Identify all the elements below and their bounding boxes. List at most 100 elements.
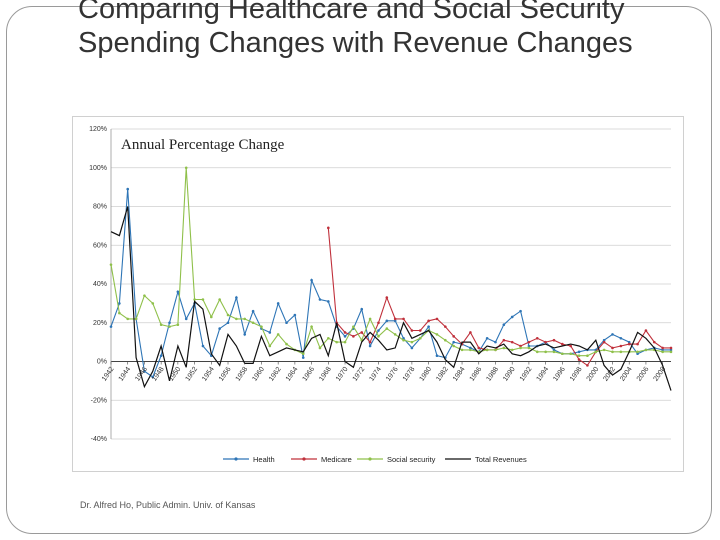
- data-point: [385, 319, 389, 323]
- data-point: [393, 333, 397, 336]
- x-tick-label: 1944: [118, 366, 133, 383]
- data-point: [126, 187, 130, 191]
- data-point: [218, 298, 221, 301]
- x-tick-label: 1964: [285, 366, 300, 383]
- data-point: [469, 348, 472, 352]
- x-tick-label: 1962: [268, 366, 283, 383]
- data-point: [184, 166, 188, 170]
- data-point: [444, 338, 447, 342]
- data-point: [168, 321, 171, 325]
- x-tick-label: 1956: [218, 366, 233, 383]
- y-tick-label: 0%: [97, 359, 107, 366]
- series-line-medicare: [327, 227, 671, 367]
- data-point: [569, 344, 573, 348]
- data-point: [360, 331, 364, 334]
- y-tick-label: 100%: [89, 165, 107, 172]
- data-point: [502, 346, 506, 350]
- data-point: [134, 317, 138, 321]
- data-point: [552, 350, 556, 354]
- data-point: [510, 340, 514, 344]
- data-point: [611, 350, 614, 354]
- data-point: [435, 333, 439, 336]
- data-point: [368, 344, 372, 348]
- x-tick-label: 1996: [552, 366, 567, 383]
- legend-label: Health: [253, 455, 275, 464]
- series-line-social-security: [110, 167, 671, 357]
- data-point: [427, 325, 430, 328]
- x-tick-label: 1950: [168, 366, 183, 383]
- data-point: [385, 296, 389, 299]
- data-point: [310, 278, 313, 282]
- data-point: [485, 348, 489, 352]
- y-tick-label: 40%: [93, 281, 107, 288]
- data-point: [494, 340, 497, 344]
- data-point: [327, 226, 330, 230]
- data-point: [410, 329, 414, 332]
- data-point: [627, 340, 631, 344]
- data-point: [552, 348, 556, 352]
- data-point: [301, 352, 305, 356]
- data-point: [251, 309, 255, 313]
- data-point: [669, 348, 673, 352]
- data-point: [377, 321, 380, 325]
- data-point: [519, 344, 522, 348]
- x-tick-label: 1946: [134, 366, 149, 383]
- data-point: [402, 338, 405, 342]
- data-point: [377, 335, 380, 338]
- data-point: [452, 335, 455, 338]
- data-point: [118, 311, 121, 315]
- line-chart: 120%100%80%60%40%20%0%-20%-40% 1942 1944 1…: [89, 126, 673, 464]
- x-tick-label: 1976: [385, 366, 400, 383]
- data-point: [502, 323, 506, 326]
- y-tick-label: 20%: [93, 320, 107, 327]
- data-point: [402, 317, 405, 321]
- chart-legend: Health Medicare Social security Total Reven…: [223, 455, 527, 464]
- data-point: [402, 336, 405, 340]
- data-point: [552, 338, 556, 342]
- x-tick-label: 1990: [502, 366, 517, 383]
- data-point: [452, 344, 455, 348]
- data-point: [360, 307, 364, 311]
- data-point: [352, 325, 355, 328]
- footer-credit: Dr. Alfred Ho, Public Admin. Univ. of Ka…: [80, 500, 256, 510]
- data-point: [159, 323, 163, 326]
- data-point: [619, 350, 623, 354]
- x-tick-label: 1972: [352, 366, 367, 383]
- data-point: [502, 338, 506, 342]
- data-point: [393, 319, 397, 323]
- data-point: [318, 298, 322, 301]
- data-point: [602, 348, 606, 352]
- x-axis-ticks: 1942 1944 1946 1948 1950 1952 1954 1956 1958 1960…: [101, 361, 667, 383]
- x-tick-label: 1974: [368, 366, 383, 383]
- data-point: [469, 346, 472, 350]
- data-point: [243, 333, 247, 336]
- data-point: [519, 309, 522, 313]
- x-tick-label: 1978: [402, 366, 417, 383]
- data-point: [176, 290, 180, 294]
- x-tick-label: 1998: [569, 366, 584, 383]
- chart-container: 120% 100% 80% 60% 40% 20% 0% -20% -40% 1942 1944 1…: [72, 116, 684, 472]
- data-point: [477, 346, 481, 350]
- data-point: [193, 298, 196, 301]
- x-tick-label: 1980: [419, 366, 434, 383]
- data-point: [577, 350, 581, 354]
- x-tick-label: 1942: [101, 366, 116, 383]
- data-point: [143, 369, 146, 373]
- data-point: [218, 327, 221, 330]
- data-point: [569, 352, 573, 356]
- y-tick-label: -20%: [91, 397, 107, 404]
- data-point: [159, 354, 163, 357]
- data-point: [636, 342, 639, 346]
- legend-marker: [368, 457, 372, 461]
- data-point: [343, 331, 347, 334]
- data-point: [669, 346, 673, 350]
- data-point: [602, 338, 606, 342]
- data-point: [276, 302, 280, 305]
- data-point: [260, 325, 263, 328]
- data-point: [535, 336, 539, 340]
- data-point: [469, 331, 472, 334]
- data-point: [619, 336, 623, 340]
- x-tick-label: 1958: [235, 366, 250, 383]
- data-point: [201, 344, 205, 348]
- data-point: [168, 325, 171, 328]
